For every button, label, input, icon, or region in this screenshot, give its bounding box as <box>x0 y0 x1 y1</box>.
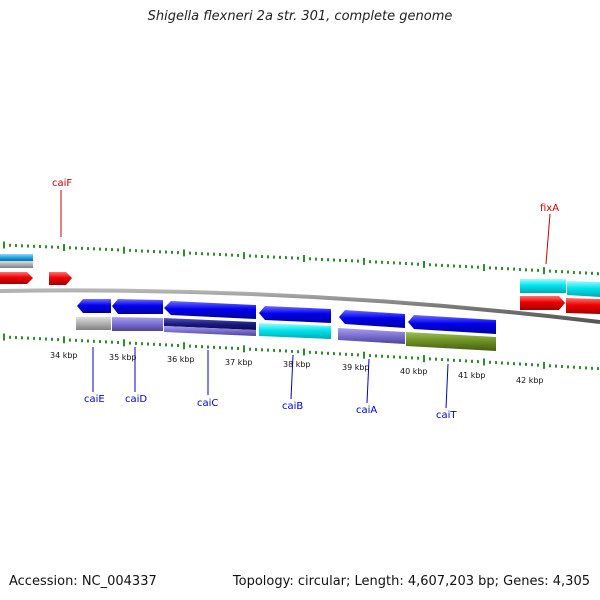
axis-tick-label: 35 kbp <box>109 353 137 362</box>
axis-tick-label: 42 kbp <box>516 376 544 385</box>
gene-box[interactable] <box>259 323 331 339</box>
gene-label-caiA[interactable]: caiA <box>356 405 377 416</box>
gene-box[interactable] <box>338 328 405 344</box>
gene-box[interactable] <box>164 326 256 336</box>
gene-labels: caiF fixA caiE caiD caiC caiB caiA caiT <box>52 178 559 421</box>
gene-arrow-caiA[interactable] <box>339 310 405 328</box>
gene-callouts <box>60 190 551 409</box>
gene-arrow-caiT[interactable] <box>408 315 496 334</box>
axis-tick-label: 36 kbp <box>167 355 195 364</box>
axis-tick-label: 37 kbp <box>225 358 253 367</box>
gene-label-caiD[interactable]: caiD <box>125 394 147 405</box>
gene-arrow-caiF[interactable] <box>49 272 72 285</box>
gene-box[interactable] <box>112 317 163 331</box>
axis-tick-label: 38 kbp <box>283 360 311 369</box>
gene-arrow[interactable] <box>567 281 600 297</box>
upper-tick-track <box>3 241 599 276</box>
genome-title: Shigella flexneri 2a str. 301, complete … <box>147 9 453 24</box>
callout-line-caiA <box>366 358 370 404</box>
gene-box[interactable] <box>406 332 496 351</box>
gene-label-caiE[interactable]: caiE <box>84 394 105 405</box>
lower-tick-track <box>3 333 599 371</box>
axis-tick-labels: 34 kbp 35 kbp 36 kbp 37 kbp 38 kbp 39 kb… <box>50 351 544 385</box>
genome-summary: Topology: circular; Length: 4,607,203 bp… <box>232 574 590 589</box>
accession-label: Accession: NC_004337 <box>9 574 157 589</box>
gene-arrow-caiE[interactable] <box>77 299 111 313</box>
gene-arrow-caiC[interactable] <box>164 301 256 319</box>
lower-feature-track <box>76 299 496 351</box>
axis-tick-label: 40 kbp <box>400 367 428 376</box>
callout-line-caiB <box>290 354 294 400</box>
callout-line-caiT <box>445 363 449 409</box>
gene-arrow-fixA[interactable] <box>520 279 566 293</box>
callout-line-fixA <box>545 213 551 265</box>
gene-arrow[interactable] <box>0 272 33 284</box>
gene-box[interactable] <box>76 317 111 330</box>
genome-backbone <box>0 288 600 324</box>
gene-arrow[interactable] <box>566 298 600 314</box>
gene-label-fixA[interactable]: fixA <box>540 203 559 214</box>
gene-label-caiC[interactable]: caiC <box>197 398 218 409</box>
gene-arrow-caiD[interactable] <box>112 299 163 314</box>
axis-tick-label: 34 kbp <box>50 351 78 360</box>
gene-arrow[interactable] <box>520 296 565 310</box>
gene-label-caiT[interactable]: caiT <box>436 410 457 421</box>
gene-arrow[interactable] <box>0 254 33 261</box>
axis-tick-label: 41 kbp <box>458 371 486 380</box>
upper-feature-track <box>0 254 600 314</box>
gene-label-caiB[interactable]: caiB <box>282 401 303 412</box>
axis-tick-label: 39 kbp <box>342 363 370 372</box>
gene-label-caiF[interactable]: caiF <box>52 178 72 189</box>
gene-arrow[interactable] <box>0 261 33 268</box>
gene-arrow-caiB[interactable] <box>259 306 331 323</box>
